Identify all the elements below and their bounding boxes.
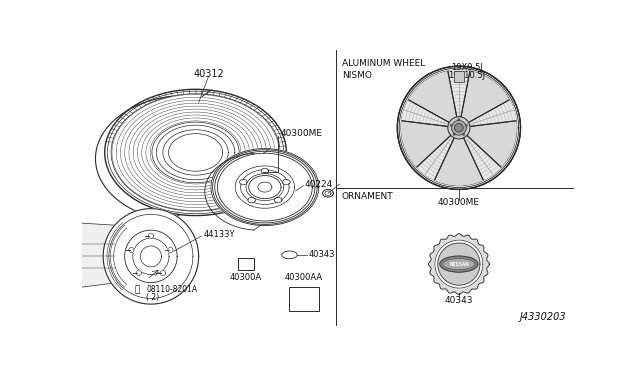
Ellipse shape	[282, 251, 297, 259]
Circle shape	[140, 246, 161, 267]
Text: 19X9.5J: 19X9.5J	[451, 63, 483, 72]
Text: ORNAMENT: ORNAMENT	[342, 192, 394, 202]
Circle shape	[148, 233, 154, 238]
Circle shape	[453, 133, 455, 135]
Ellipse shape	[323, 189, 333, 197]
Ellipse shape	[211, 148, 319, 225]
Text: 40343: 40343	[445, 296, 473, 305]
Text: NISSAN: NISSAN	[449, 262, 468, 267]
Text: 40343: 40343	[308, 250, 335, 259]
Polygon shape	[402, 100, 449, 126]
FancyBboxPatch shape	[289, 287, 319, 311]
Text: 40224: 40224	[305, 180, 333, 189]
Ellipse shape	[285, 181, 288, 183]
Circle shape	[397, 66, 520, 189]
FancyBboxPatch shape	[454, 71, 463, 81]
Circle shape	[438, 243, 480, 285]
Circle shape	[136, 270, 141, 276]
Polygon shape	[468, 100, 516, 126]
Text: 44133Y: 44133Y	[204, 230, 235, 239]
Text: 19X10.5J: 19X10.5J	[448, 71, 485, 80]
Polygon shape	[417, 135, 454, 180]
Circle shape	[463, 133, 465, 135]
Circle shape	[168, 247, 173, 253]
Circle shape	[161, 270, 166, 276]
Ellipse shape	[263, 170, 267, 172]
Text: ( 2): ( 2)	[147, 293, 159, 302]
Circle shape	[465, 124, 468, 126]
Text: 40300A: 40300A	[230, 273, 262, 282]
Text: J4330203: J4330203	[520, 312, 566, 322]
Ellipse shape	[440, 256, 478, 272]
Text: 40300ME: 40300ME	[280, 129, 323, 138]
Ellipse shape	[276, 199, 280, 202]
Text: 40312: 40312	[193, 69, 224, 79]
Circle shape	[448, 117, 470, 139]
Circle shape	[458, 119, 460, 121]
Text: ALUMINUM WHEEL
NISMO: ALUMINUM WHEEL NISMO	[342, 58, 425, 80]
Circle shape	[402, 71, 516, 185]
Text: 08110-8201A: 08110-8201A	[147, 285, 197, 294]
Circle shape	[103, 209, 198, 304]
Ellipse shape	[241, 181, 245, 183]
Circle shape	[435, 240, 483, 288]
FancyBboxPatch shape	[237, 258, 253, 270]
Circle shape	[129, 247, 134, 253]
Text: 40300ME: 40300ME	[438, 198, 480, 207]
Ellipse shape	[249, 176, 281, 199]
Polygon shape	[463, 135, 500, 180]
Polygon shape	[74, 223, 118, 288]
Circle shape	[451, 121, 467, 135]
Ellipse shape	[168, 134, 223, 171]
Polygon shape	[448, 71, 470, 117]
Circle shape	[454, 124, 463, 132]
Ellipse shape	[443, 259, 475, 270]
Text: Ⓑ: Ⓑ	[134, 285, 140, 294]
Ellipse shape	[250, 199, 253, 202]
Text: 40300AA: 40300AA	[285, 273, 323, 282]
Polygon shape	[429, 234, 490, 295]
Circle shape	[450, 124, 452, 126]
